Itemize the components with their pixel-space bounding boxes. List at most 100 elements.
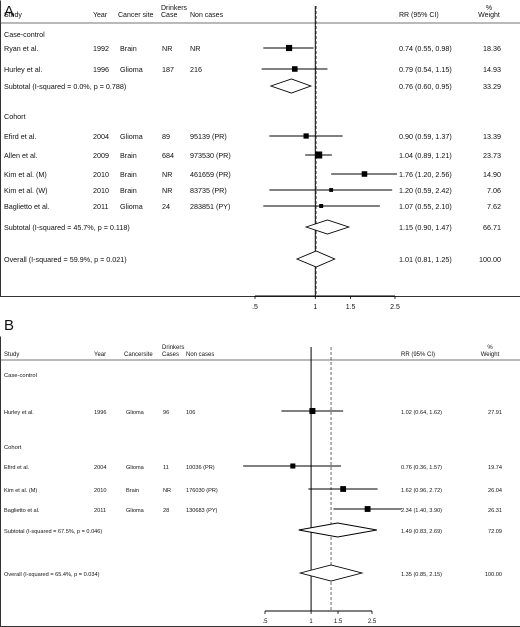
non-cases: 176030 (PR) [186, 488, 218, 494]
study-row: Ryan et al. 1992 Brain NR NR 0.74 (0.55, 0.98… [4, 44, 501, 53]
drinkers-cases: 187 [162, 65, 174, 74]
header-cancer-site: Cancer site [118, 12, 154, 19]
study-year: 2010 [93, 186, 109, 195]
header-study: Study [4, 12, 22, 19]
cancer-site: Brain [120, 151, 137, 160]
study-name: Hurley et al. [4, 410, 34, 416]
rr-ci: 0.76 (0.60, 0.95) [399, 82, 452, 91]
rr-ci: 1.76 (1.20, 2.56) [399, 170, 452, 179]
study-year: 2010 [93, 170, 109, 179]
cancer-site: Glioma [120, 65, 143, 74]
drinkers-cases: 28 [163, 508, 169, 514]
non-cases: 10036 (PR) [186, 465, 215, 471]
drinkers-cases: 684 [162, 151, 174, 160]
header-noncases: Non cases [186, 352, 214, 358]
overall-label: Overall (I-squared = 65.4%, p = 0.034) [4, 572, 100, 578]
cancer-site: Brain [126, 488, 139, 494]
study-row: Kim et al. (W) 2010 Brain NR 83735 (PR) 1.20 … [4, 186, 501, 195]
study-row: Efird et al. 2004 Glioma 11 10036 (PR) 0.76 (… [4, 463, 502, 471]
subtotal-label: Subtotal (I-squared = 45.7%, p = 0.118) [4, 223, 130, 232]
subtotal-row: Subtotal (I-squared = 67.5%, p = 0.046) 1… [4, 522, 502, 538]
panel-letter: A [4, 3, 14, 20]
weight-value: 13.39 [483, 132, 501, 141]
drinkers-cases: 96 [163, 410, 169, 416]
cancer-site: Glioma [126, 508, 145, 514]
study-row: Allen et al. 2009 Brain 684 973530 (PR) 1.04 … [4, 151, 501, 160]
weight-value: 14.90 [483, 170, 501, 179]
rr-ci: 1.07 (0.55, 2.10) [399, 202, 452, 211]
x-tick-label: 1 [313, 304, 317, 311]
rr-ci: 0.74 (0.55, 0.98) [399, 44, 452, 53]
subtotal-diamond [304, 219, 351, 235]
non-cases: 216 [190, 65, 202, 74]
section-label: Case-control [4, 30, 45, 39]
weight-value: 23.73 [483, 151, 501, 160]
overall-diamond [298, 564, 364, 582]
weight-value: 27.91 [488, 410, 502, 416]
header-cases: Cases [162, 352, 179, 358]
study-year: 1992 [93, 44, 109, 53]
subtotal-diamond [269, 78, 313, 94]
study-name: Kim et al. (W) [4, 186, 48, 195]
header-noncases: Non cases [190, 12, 224, 19]
drinkers-cases: 11 [163, 465, 169, 471]
section-row: Cohort [4, 445, 22, 451]
rr-ci: 1.15 (0.90, 1.47) [399, 223, 452, 232]
study-year: 1996 [93, 65, 109, 74]
x-tick-label: .5 [252, 304, 258, 311]
x-tick-label: 2.5 [390, 304, 400, 311]
drinkers-cases: 89 [162, 132, 170, 141]
study-name: Hurley et al. [4, 65, 42, 74]
rr-ci: 0.90 (0.59, 1.37) [399, 132, 452, 141]
section-label: Cohort [4, 445, 22, 451]
study-year: 2011 [93, 202, 108, 211]
subtotal-label: Subtotal (I-squared = 0.0%, p = 0.788) [4, 82, 126, 91]
cancer-site: Brain [120, 44, 137, 53]
weight-value: 66.71 [483, 223, 501, 232]
point-estimate [319, 204, 324, 208]
header-rr: RR (95% CI) [401, 352, 435, 358]
study-name: Allen et al. [4, 151, 38, 160]
study-name: Ryan et al. [4, 44, 38, 53]
weight-value: 26.04 [488, 488, 502, 494]
study-row: Baglietto et al. 2011 Glioma 28 130683 (PY) 2… [4, 506, 502, 514]
non-cases: 461659 (PR) [190, 170, 231, 179]
overall-label: Overall (I-squared = 59.9%, p = 0.021) [4, 255, 127, 264]
rr-ci: 2.34 (1.40, 3.90) [401, 508, 442, 514]
point-estimate [309, 408, 316, 414]
cancer-site: Glioma [126, 410, 145, 416]
x-tick-label: 2.5 [368, 619, 377, 625]
drinkers-cases: NR [162, 170, 172, 179]
study-name: Kim et al. (M) [4, 170, 47, 179]
rr-ci: 1.35 (0.85, 2.15) [401, 572, 442, 578]
rr-ci: 1.49 (0.83, 2.69) [401, 529, 442, 535]
non-cases: 95139 (PR) [190, 132, 227, 141]
header-cases: Case [161, 12, 177, 19]
point-estimate [329, 188, 334, 192]
section-row: Case-control [4, 373, 37, 379]
weight-value: 100.00 [485, 572, 502, 578]
study-row: Baglietto et al. 2011 Glioma 24 283851 (PY) 1… [4, 202, 501, 211]
header-weight: Weight [478, 12, 500, 19]
overall-diamond [295, 250, 336, 268]
rr-ci: 1.20 (0.59, 2.42) [399, 186, 452, 195]
drinkers-cases: 24 [162, 202, 170, 211]
weight-value: 18.36 [483, 44, 501, 53]
study-row: Efird et al. 2004 Glioma 89 95139 (PR) 0.90 (… [4, 132, 501, 141]
drinkers-cases: NR [163, 488, 171, 494]
header-cancer-site: Cancersite [124, 352, 153, 358]
study-year: 2004 [93, 132, 109, 141]
section-row: Case-control [4, 30, 45, 39]
non-cases: 283851 (PY) [190, 202, 230, 211]
point-estimate [315, 151, 323, 159]
non-cases: NR [190, 44, 200, 53]
study-row: Kim et al. (M) 2010 Brain NR 461659 (PR) 1.76… [4, 170, 501, 179]
point-estimate [340, 486, 347, 492]
rr-ci: 0.79 (0.54, 1.15) [399, 65, 452, 74]
rr-ci: 1.62 (0.96, 2.72) [401, 488, 442, 494]
point-estimate [364, 506, 371, 512]
study-name: Efird et al. [4, 465, 30, 471]
cancer-site: Brain [120, 170, 137, 179]
